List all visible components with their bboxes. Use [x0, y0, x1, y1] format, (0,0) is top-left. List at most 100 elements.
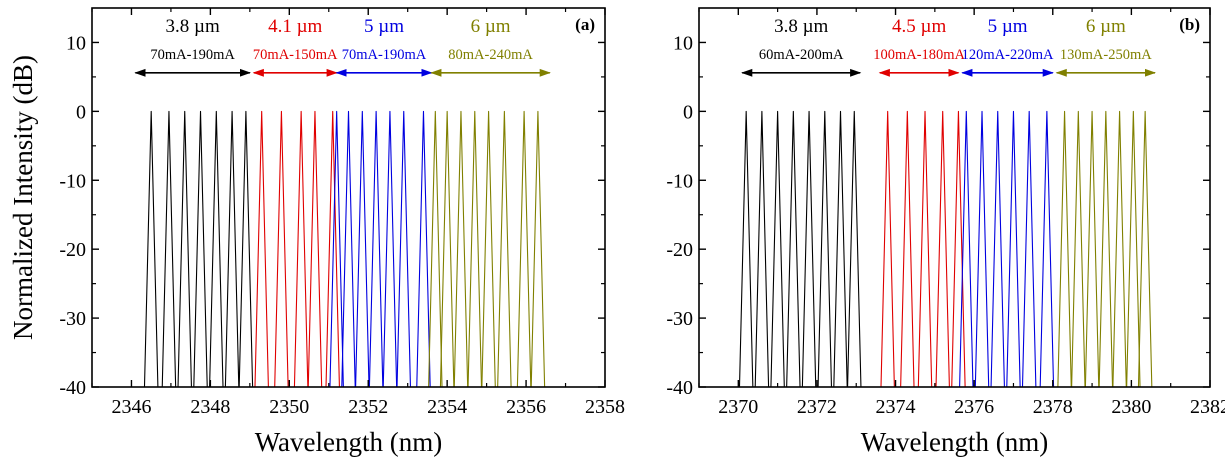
spectral-peak: [1084, 110, 1100, 387]
spectral-peak: [209, 110, 224, 387]
y-axis-title: Normalized Intensity (dB): [8, 55, 38, 340]
group-annotation: 3.8 µm 70mA-190mA: [134, 16, 251, 77]
y-tick-label: -10: [666, 170, 693, 192]
current-range-label: 70mA-150mA: [253, 47, 338, 63]
y-tick-label: -30: [666, 308, 693, 330]
spectral-peak: [453, 110, 469, 387]
panel-a: 2346 2348 2350 2352 2354 2356 2358 10 0 -10 -20 -30…: [8, 7, 625, 457]
spectra: [143, 110, 546, 387]
current-range-label: 70mA-190mA: [342, 47, 427, 63]
spectral-peak: [786, 110, 801, 387]
spectral-peak: [880, 110, 895, 387]
plot-frame: [698, 7, 1211, 388]
spectral-peak: [1112, 110, 1127, 387]
current-range-label: 130mA-250mA: [1060, 47, 1152, 63]
x-tick-label: 2346: [111, 396, 151, 418]
spectral-peak: [754, 110, 770, 387]
x-axis-title: Wavelength (nm): [861, 427, 1049, 457]
spectral-peak: [935, 110, 950, 387]
spectral-peak: [738, 110, 754, 387]
spectral-peak: [1137, 110, 1153, 387]
spectral-peak: [329, 110, 344, 387]
spectral-peak: [428, 110, 443, 387]
y-tick-label: 0: [76, 101, 86, 123]
group-annotation: 6 µm 80mA-240mA: [430, 16, 551, 77]
current-range-label: 120mA-220mA: [962, 47, 1054, 63]
x-tick-label: 2352: [348, 396, 388, 418]
x-tick-label: 2376: [954, 396, 994, 418]
x-tick-label: 2382: [1190, 396, 1225, 418]
spectral-peak: [833, 110, 848, 387]
spectral-peak: [274, 110, 289, 387]
spectral-peak: [497, 110, 512, 387]
x-tick-label: 2354: [427, 396, 467, 418]
y-tick-label: -10: [59, 170, 86, 192]
ridge-width-label: 6 µm: [1086, 16, 1126, 37]
spectral-peak: [516, 110, 532, 387]
group-annotation: 4.5 µm 100mA-180mA: [873, 16, 966, 77]
y-tick-label: 10: [673, 32, 693, 54]
spectral-peak: [1071, 110, 1086, 387]
spectral-peak: [801, 110, 817, 387]
spectral-peak: [325, 110, 340, 387]
plot-frame: [91, 7, 606, 388]
current-range-label: 70mA-190mA: [150, 47, 235, 63]
group-annotation: 6 µm 130mA-250mA: [1055, 16, 1157, 77]
spectral-peak: [355, 110, 370, 387]
panel-label: (b): [1179, 15, 1200, 34]
y-tick-label: -40: [59, 377, 86, 399]
y-tick-label: -20: [666, 239, 693, 261]
spectral-peak: [416, 110, 431, 387]
spectral-peak: [161, 110, 177, 387]
spectral-peak: [1039, 110, 1055, 387]
spectral-peak: [530, 110, 546, 387]
group-annotation: 5 µm 70mA-190mA: [335, 16, 433, 77]
x-tick-label: 2374: [876, 396, 916, 418]
spectral-peak: [293, 110, 309, 387]
ridge-width-label: 4.1 µm: [268, 16, 322, 37]
spectral-peak: [917, 110, 933, 387]
x-tick-label: 2356: [506, 396, 546, 418]
y-tick-label: 0: [683, 101, 693, 123]
current-range-label: 60mA-200mA: [759, 47, 844, 63]
spectra: [738, 110, 1153, 387]
spectral-peak: [254, 110, 269, 387]
spectral-peak: [847, 110, 862, 387]
spectral-peak: [481, 110, 496, 387]
spectral-peak: [467, 110, 483, 387]
spectral-peak: [382, 110, 398, 387]
spectral-peak: [1057, 110, 1072, 387]
ridge-width-label: 3.8 µm: [166, 16, 220, 37]
group-annotation: 3.8 µm 60mA-200mA: [741, 16, 862, 77]
spectral-peak: [238, 110, 254, 387]
spectral-peak: [341, 110, 356, 387]
spectral-peak: [1098, 110, 1114, 387]
spectral-peak: [1126, 110, 1141, 387]
spectral-peak: [177, 110, 192, 387]
x-axis-title: Wavelength (nm): [255, 427, 443, 457]
ridge-width-label: 3.8 µm: [774, 16, 828, 37]
spectral-peak: [951, 110, 966, 387]
spectral-peak: [900, 110, 915, 387]
spectral-peak: [1021, 110, 1037, 387]
spectral-peak: [439, 110, 455, 387]
x-tick-label: 2350: [269, 396, 309, 418]
group-annotation: 4.1 µm 70mA-150mA: [252, 16, 338, 77]
y-tick-label: -30: [59, 308, 86, 330]
panel-b: 2370 2372 2374 2376 2378 2380 2382 10 0 -10 -20 -30…: [666, 7, 1225, 457]
spectral-peak: [307, 110, 323, 387]
x-tick-label: 2372: [797, 396, 837, 418]
ridge-width-label: 6 µm: [471, 16, 511, 37]
y-tick-label: 10: [66, 32, 86, 54]
spectral-peak: [770, 110, 785, 387]
spectral-peak: [368, 110, 384, 387]
ridge-width-label: 4.5 µm: [892, 16, 946, 37]
ridge-width-label: 5 µm: [988, 16, 1028, 37]
spectral-peak: [1006, 110, 1021, 387]
x-tick-label: 2378: [1033, 396, 1073, 418]
group-annotation: 5 µm 120mA-220mA: [961, 16, 1054, 77]
x-tick-label: 2348: [190, 396, 230, 418]
spectral-peak: [990, 110, 1005, 387]
x-tick-label: 2358: [585, 396, 625, 418]
